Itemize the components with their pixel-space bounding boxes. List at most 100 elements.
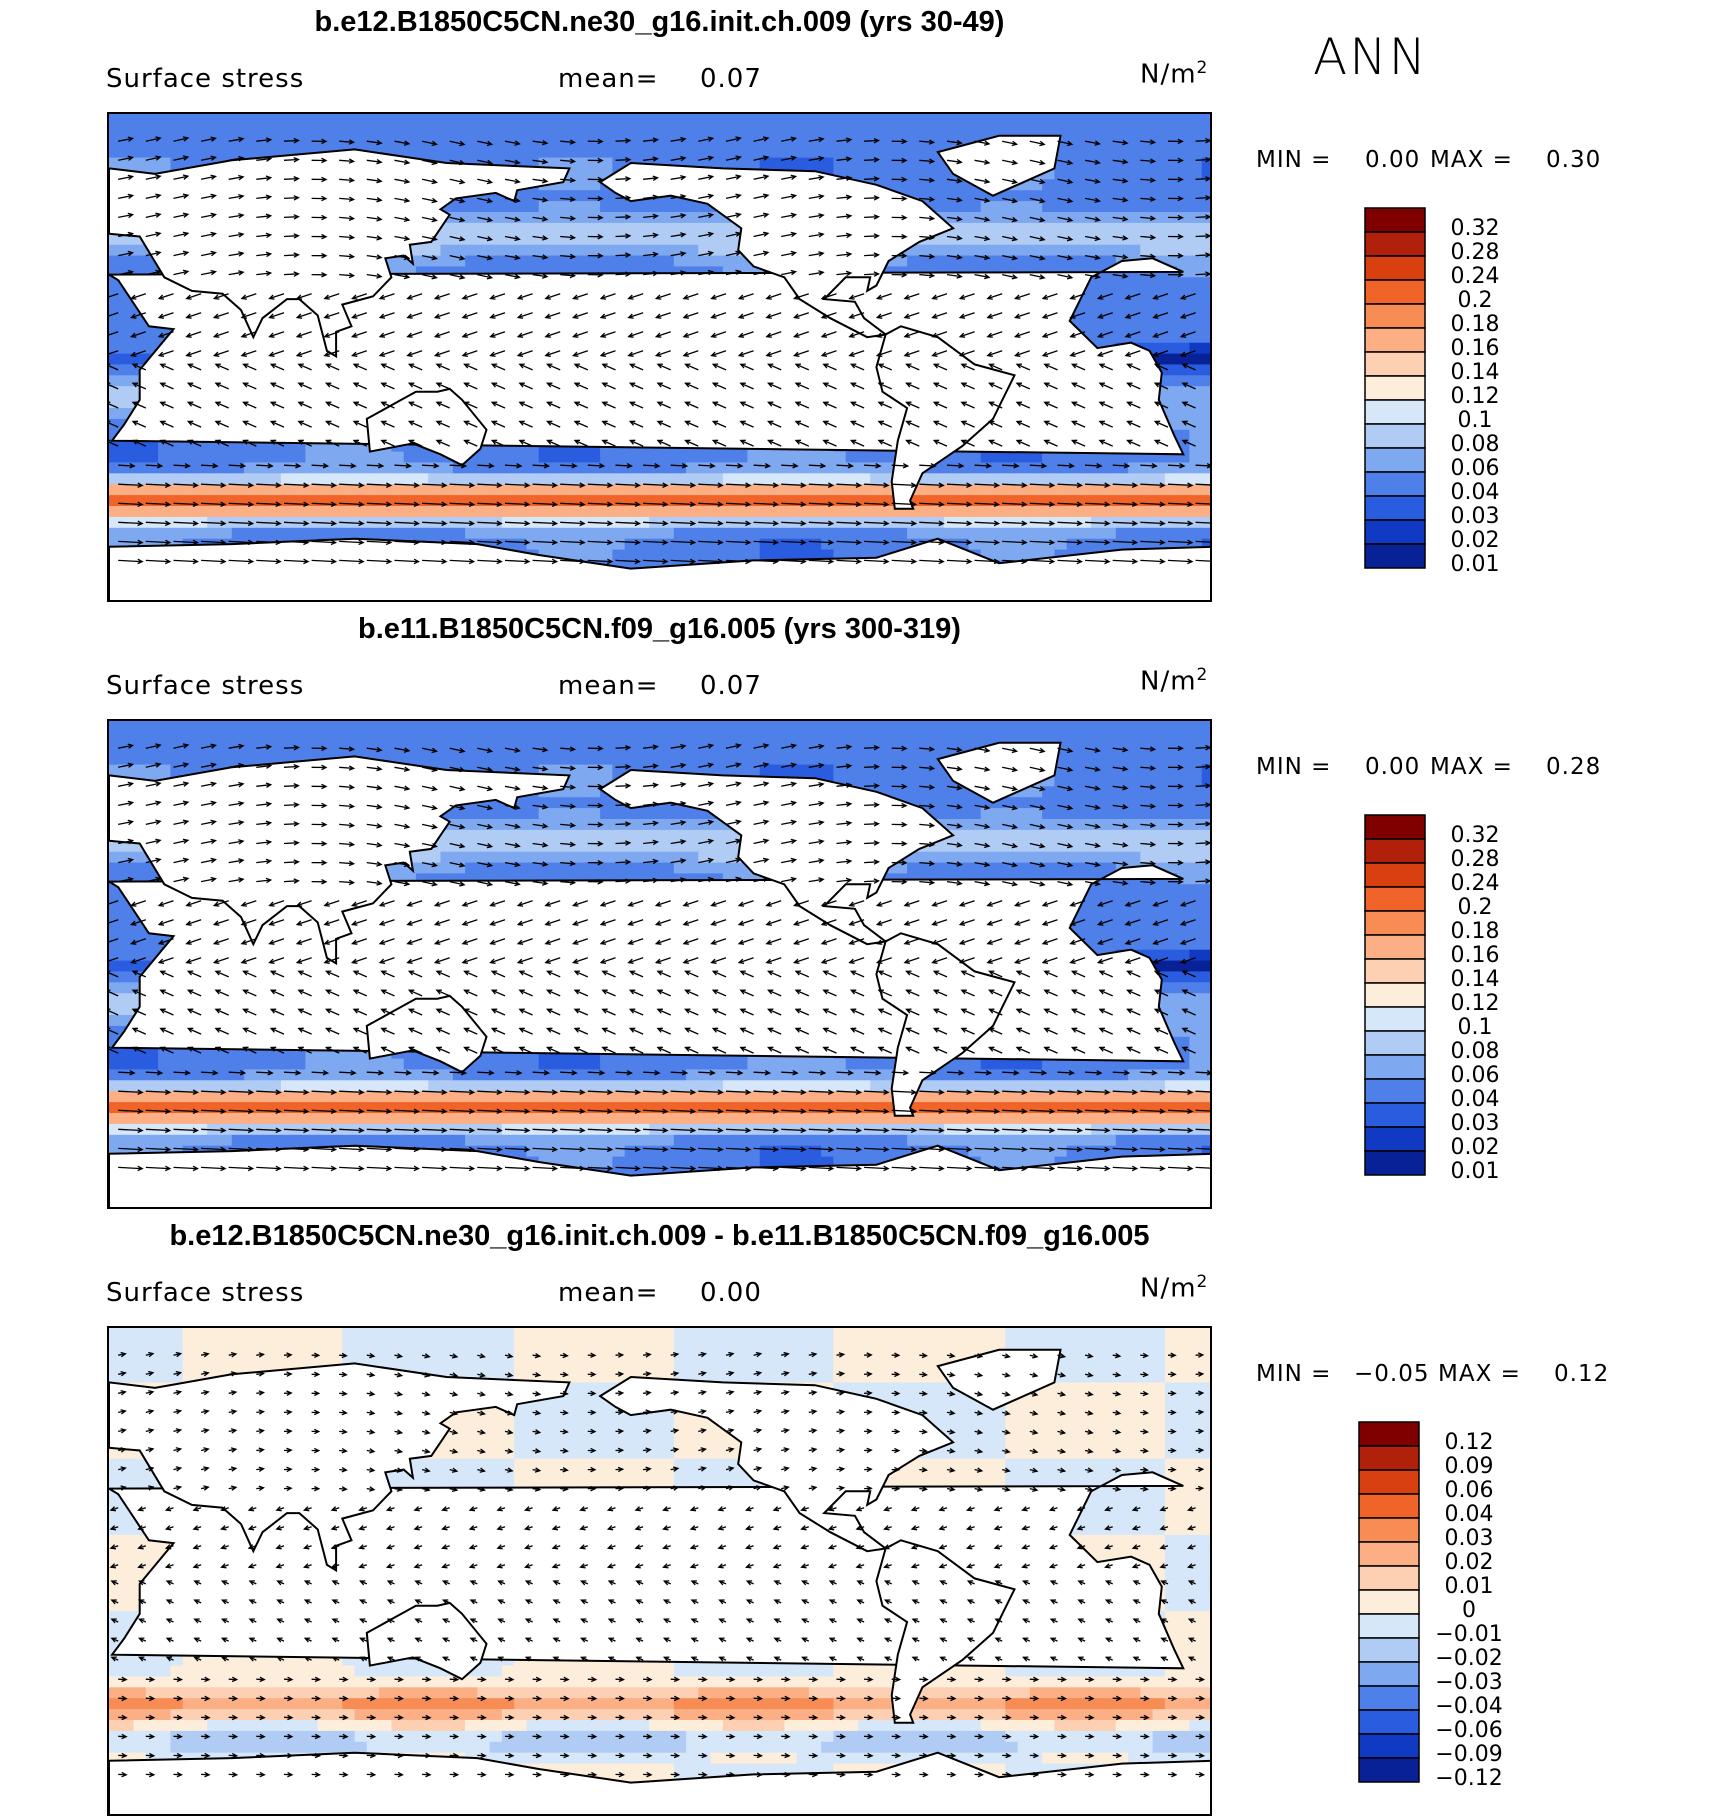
vector-arrow [394,464,411,467]
colorbar-swatch [1364,303,1426,329]
vector-arrowhead [717,539,724,546]
vector-arrow [683,312,699,319]
vector-arrow [366,502,391,506]
vector-arrowhead [265,251,273,258]
vector-arrowhead [1197,1390,1205,1396]
vector-arrowhead [1123,1070,1131,1076]
vector-arrow [477,521,502,525]
vector-arrowhead [1205,802,1210,808]
vector-arrow [200,251,216,257]
vector-arrow [131,919,147,926]
vector-arrow [214,919,229,926]
vector-arrowhead [601,989,608,995]
vector-arrow [547,439,561,447]
vector-arrowhead [794,382,802,388]
vector-arrowhead [745,1089,752,1095]
vector-arrowhead [424,1448,431,1454]
vector-arrow [532,254,548,259]
vector-arrowhead [542,842,549,848]
vector-arrow [270,401,285,409]
vector-arrowhead [542,861,549,867]
vector-arrow [366,1109,391,1113]
vector-arrowhead [1066,178,1074,185]
vector-arrowhead [1170,1371,1177,1378]
vector-arrowhead [599,958,607,964]
vector-arrow [1072,439,1086,447]
vector-arrowhead [156,1070,164,1076]
vector-arrow [504,1090,530,1094]
vector-arrowhead [534,1391,542,1397]
vector-arrow [643,253,658,257]
vector-arrow [256,803,271,807]
vector-arrowhead [901,233,908,240]
colorbar-swatch [1364,886,1426,912]
vector-arrow [109,957,119,962]
vector-arrow [422,1109,447,1113]
vector-arrowhead [569,765,577,771]
vector-arrow [698,801,713,807]
vector-arrow [698,502,723,506]
vector-arrow [753,1147,778,1151]
vector-arrow [145,232,161,238]
vector-arrowhead [958,958,966,964]
vector-arrow [200,232,216,238]
vector-arrowhead [185,901,192,907]
vector-arrowhead [965,1563,973,1569]
vector-arrow [504,464,522,467]
vector-arrow [1084,216,1100,221]
vector-arrowhead [562,1467,569,1473]
vector-arrow [241,350,257,357]
vector-arrowhead [358,1108,365,1115]
vector-arrowhead [966,1165,973,1172]
vector-arrowhead [541,273,549,279]
vector-arrow [1167,540,1193,544]
vector-arrowhead [883,1165,890,1172]
vector-arrowhead [573,1027,581,1033]
vector-arrow [919,861,934,865]
vector-arrow [712,989,727,997]
vector-arrowhead [875,1070,882,1076]
vector-arrow [961,363,975,371]
vector-arrowhead [569,860,577,867]
vector-arrowhead [601,439,608,445]
vector-arrowhead [1094,804,1101,811]
vector-arrowhead [1070,989,1078,995]
vector-arrowhead [930,1070,937,1076]
vector-arrowhead [331,1580,338,1586]
vector-arrowhead [883,1618,891,1624]
vector-arrowhead [910,1544,918,1550]
vector-arrow [919,1071,936,1074]
vector-arrow [670,559,695,563]
vector-arrow [545,938,561,945]
vector-arrowhead [441,1525,448,1531]
colorbar-swatch [1364,471,1426,497]
vector-arrow [241,938,257,945]
vector-arrow [449,159,465,165]
vector-arrow [712,1046,727,1054]
vector-arrow [532,216,548,221]
panel-1-min-label: MIN = [1256,147,1332,173]
vector-arrow [630,401,644,409]
vector-arrow [145,213,161,219]
vector-arrowhead [1049,1580,1057,1586]
vector-arrow [1085,1109,1110,1113]
vector-arrow [160,1027,174,1035]
vector-arrowhead [960,363,967,369]
vector-arrowhead [212,332,220,338]
vector-arrow [298,989,312,997]
vector-arrowhead [314,1371,321,1378]
vector-arrow [864,559,889,563]
vector-arrowhead [489,294,496,300]
vector-arrow [160,970,174,978]
vector-arrow [1098,938,1113,945]
vector-arrowhead [728,1408,735,1415]
vector-arrowhead [1177,272,1184,278]
vector-arrowhead [625,764,632,770]
vector-arrowhead [1066,254,1074,261]
vector-arrowhead [938,1525,945,1531]
vector-arrow [781,878,796,883]
colorbar-tick-label: 0.2 [1457,895,1493,920]
vector-arrow [1112,483,1137,487]
vector-arrow [961,382,975,390]
vector-arrow [740,401,754,409]
